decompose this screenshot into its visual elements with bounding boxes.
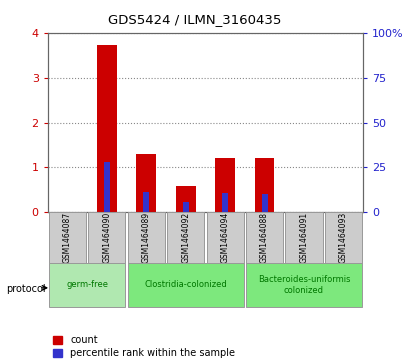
Bar (222, 193, 228, 212)
Text: GSM1464093: GSM1464093 (339, 212, 348, 264)
Text: GSM1464094: GSM1464094 (221, 212, 229, 264)
Text: protocol: protocol (6, 284, 46, 294)
Text: GSM1464088: GSM1464088 (260, 212, 269, 263)
Bar (183, 203, 189, 212)
Text: Clostridia-colonized: Clostridia-colonized (144, 281, 227, 289)
Bar (325, 212, 362, 263)
Bar (143, 192, 149, 212)
Bar (176, 186, 195, 212)
Text: GSM1464087: GSM1464087 (63, 212, 72, 263)
Bar (286, 212, 322, 263)
Bar (88, 212, 125, 263)
Bar (215, 159, 235, 212)
Bar (49, 212, 86, 263)
Bar (255, 159, 274, 212)
Bar (104, 162, 110, 212)
Bar (167, 212, 204, 263)
Bar (49, 263, 125, 307)
Text: GDS5424 / ILMN_3160435: GDS5424 / ILMN_3160435 (108, 13, 282, 26)
Bar (97, 45, 117, 212)
Text: GSM1464092: GSM1464092 (181, 212, 190, 263)
Text: GSM1464090: GSM1464090 (103, 212, 111, 264)
Text: Bacteroides-uniformis
colonized: Bacteroides-uniformis colonized (258, 275, 350, 295)
Bar (137, 154, 156, 212)
Text: germ-free: germ-free (66, 281, 108, 289)
Bar (128, 263, 244, 307)
Text: GSM1464089: GSM1464089 (142, 212, 151, 263)
Bar (246, 263, 362, 307)
Bar (207, 212, 244, 263)
Bar (246, 212, 283, 263)
Bar (128, 212, 165, 263)
Legend: count, percentile rank within the sample: count, percentile rank within the sample (53, 335, 235, 358)
Text: GSM1464091: GSM1464091 (300, 212, 308, 263)
Bar (261, 195, 268, 212)
